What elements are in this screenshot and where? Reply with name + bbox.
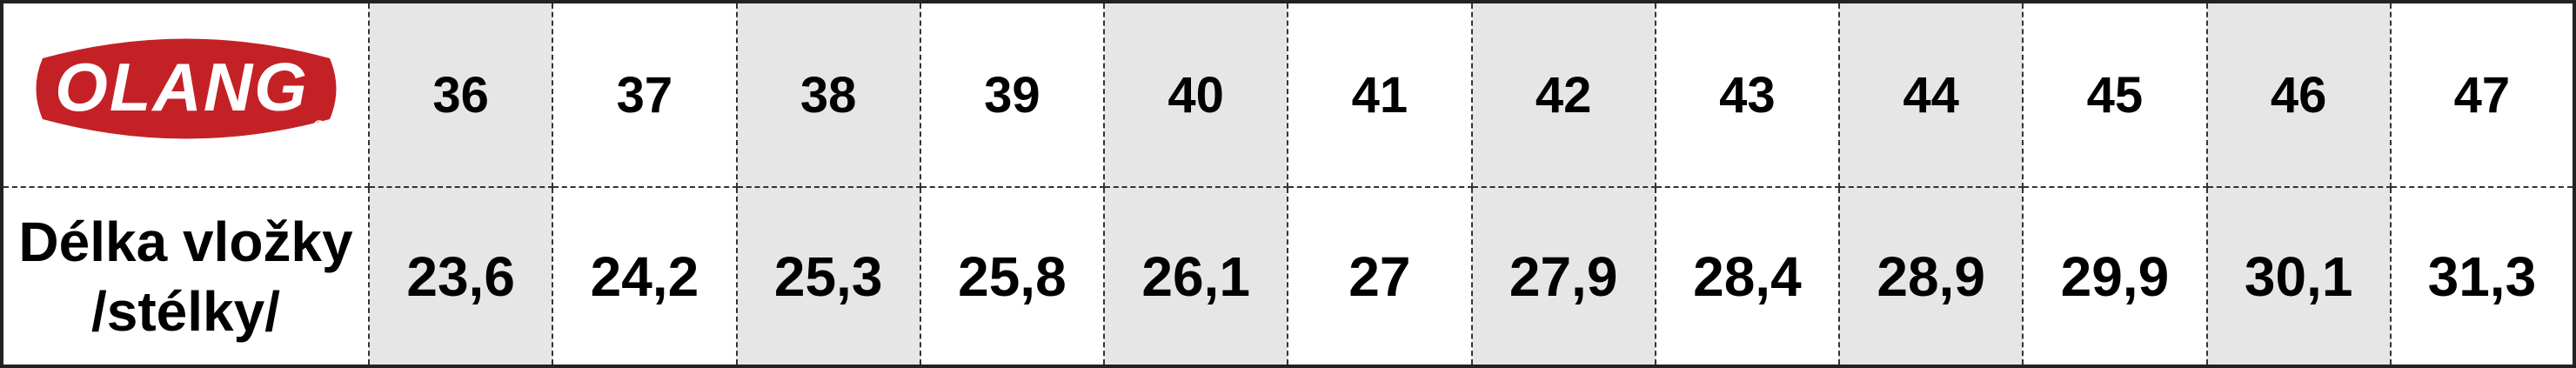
length-cell: 25,3 <box>735 186 921 367</box>
length-cell: 25,8 <box>919 186 1106 367</box>
size-cell: 43 <box>1654 1 1841 188</box>
row-label-line1: Délka vložky <box>18 210 353 273</box>
size-cell: 40 <box>1102 1 1289 188</box>
length-cell: 27 <box>1287 186 1473 367</box>
size-cell: 45 <box>2022 1 2208 188</box>
size-cell: 46 <box>2205 1 2392 188</box>
size-cell: 42 <box>1470 1 1656 188</box>
length-cell: 28,4 <box>1654 186 1841 367</box>
length-cell: 27,9 <box>1470 186 1656 367</box>
logo-cell: OLANG R <box>1 1 370 188</box>
row-label-insole-length: Délka vložky /stélky/ <box>1 186 370 367</box>
size-cell: 41 <box>1287 1 1473 188</box>
svg-text:R: R <box>316 123 322 131</box>
svg-text:OLANG: OLANG <box>55 49 309 125</box>
sizes-row: OLANG R 36 37 38 39 40 41 42 43 44 45 46 47 <box>1 1 2576 188</box>
length-cell: 31,3 <box>2389 186 2576 367</box>
size-cell: 36 <box>367 1 554 188</box>
length-cell: 26,1 <box>1102 186 1289 367</box>
size-cell: 47 <box>2389 1 2576 188</box>
length-cell: 24,2 <box>552 186 738 367</box>
row-label-line2: /stélky/ <box>90 279 281 343</box>
size-cell: 39 <box>919 1 1106 188</box>
insole-length-row: Délka vložky /stélky/ 23,6 24,2 25,3 25,8 26… <box>1 186 2576 367</box>
olang-logo: OLANG R <box>36 38 336 139</box>
length-cell: 23,6 <box>367 186 554 367</box>
size-cell: 37 <box>552 1 738 188</box>
size-cell: 38 <box>735 1 921 188</box>
size-cell: 44 <box>1837 1 2024 188</box>
length-cell: 28,9 <box>1837 186 2024 367</box>
length-cell: 29,9 <box>2022 186 2208 367</box>
length-cell: 30,1 <box>2205 186 2392 367</box>
